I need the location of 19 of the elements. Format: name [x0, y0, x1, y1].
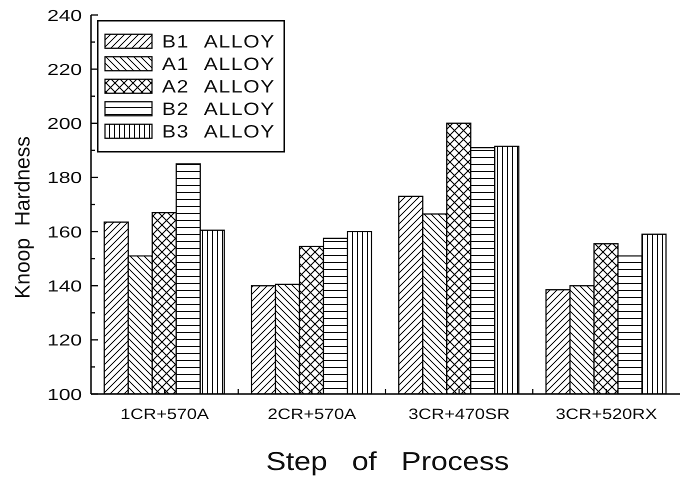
y-tick-label: 120 — [47, 330, 82, 350]
legend-label: B2 ALLOY — [162, 99, 276, 120]
x-tick-label: 3CR+520RX — [556, 405, 658, 423]
legend-label: B1 ALLOY — [162, 32, 276, 52]
y-tick-label: 220 — [47, 60, 82, 78]
y-tick-label: 160 — [47, 222, 82, 241]
y-tick-label: 140 — [47, 276, 82, 295]
x-tick-label: 2CR+570A — [268, 405, 356, 423]
y-tick-label: 100 — [47, 385, 82, 404]
legend-label: A1 ALLOY — [162, 54, 276, 75]
x-axis-title: Step of Process — [266, 446, 510, 476]
x-tick-label: 3CR+470SR — [408, 405, 510, 423]
y-axis-title: Knoop Hardness — [12, 136, 35, 299]
legend-label: B3 ALLOY — [162, 122, 276, 142]
x-tick-label: 1CR+570A — [120, 405, 209, 423]
legend-label: A2 ALLOY — [162, 76, 276, 98]
y-tick-label: 200 — [47, 114, 82, 132]
y-tick-label: 240 — [47, 6, 82, 24]
y-tick-label: 180 — [47, 168, 82, 187]
